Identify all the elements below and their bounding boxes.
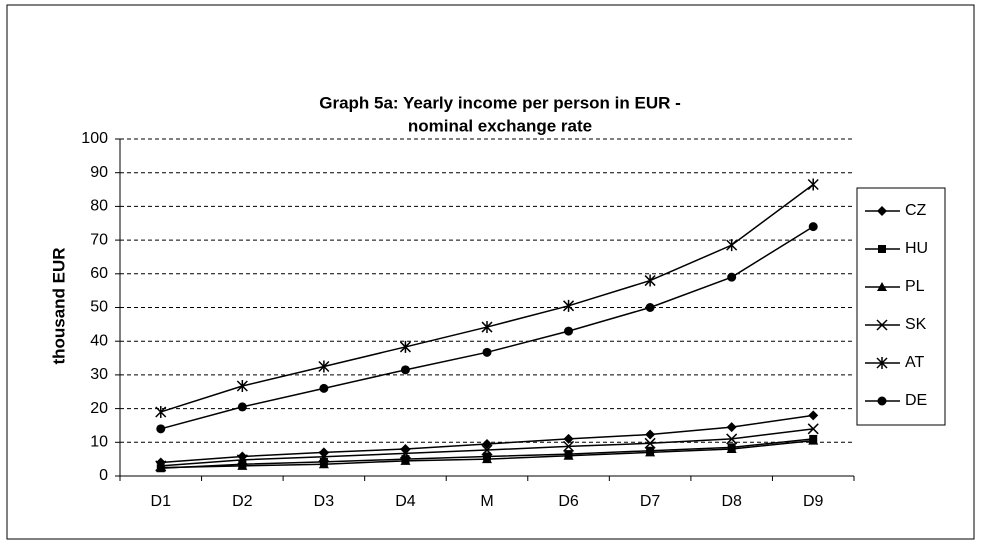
y-tick-label: 80: [90, 198, 108, 215]
y-tick-label: 70: [90, 231, 108, 248]
y-tick-label: 50: [90, 299, 108, 316]
marker: [645, 429, 656, 440]
marker: [237, 451, 248, 462]
marker: [237, 402, 247, 412]
marker: [807, 423, 819, 435]
marker: [237, 460, 248, 470]
marker: [807, 178, 819, 191]
marker: [877, 282, 887, 291]
marker: [808, 222, 818, 232]
marker: [563, 450, 574, 460]
marker: [156, 424, 166, 434]
chart-title: nominal exchange rate: [408, 116, 592, 135]
marker: [877, 206, 887, 216]
y-tick-label: 60: [90, 265, 108, 282]
marker: [645, 303, 655, 312]
marker: [644, 274, 656, 287]
legend-label: SK: [905, 316, 927, 333]
marker: [878, 245, 886, 253]
marker: [482, 438, 492, 449]
marker: [318, 459, 329, 469]
marker: [563, 299, 575, 312]
legend-label: HU: [905, 240, 928, 257]
marker: [877, 396, 887, 406]
marker: [564, 326, 574, 336]
marker: [236, 380, 248, 393]
y-tick-label: 40: [90, 332, 108, 349]
y-tick-label: 10: [90, 434, 108, 451]
legend: [856, 187, 946, 426]
y-tick-label: 100: [81, 130, 108, 147]
legend-label: PL: [905, 278, 925, 295]
marker: [482, 347, 492, 357]
marker: [236, 454, 248, 466]
marker: [644, 437, 656, 449]
marker: [400, 455, 411, 465]
marker: [482, 454, 492, 464]
marker: [399, 340, 411, 353]
marker: [876, 357, 888, 369]
y-tick-label: 0: [99, 467, 108, 484]
marker: [726, 422, 737, 433]
x-tick-label: D6: [558, 493, 579, 510]
marker: [876, 319, 888, 331]
legend-label: CZ: [905, 202, 927, 219]
legend-label: AT: [905, 354, 924, 371]
marker: [727, 272, 737, 282]
marker: [563, 440, 575, 452]
marker: [726, 444, 737, 454]
marker: [563, 433, 574, 444]
x-tick-label: D8: [721, 493, 742, 510]
x-tick-label: M: [480, 493, 493, 510]
chart-title: Graph 5a: Yearly income per person in EU…: [319, 93, 681, 112]
x-tick-label: D4: [395, 493, 416, 510]
y-tick-label: 30: [90, 366, 108, 383]
y-tick-label: 20: [90, 400, 108, 417]
marker: [481, 444, 493, 456]
x-tick-label: D1: [151, 493, 172, 510]
marker: [155, 460, 167, 472]
marker: [808, 435, 819, 445]
marker: [318, 360, 330, 373]
x-tick-label: D9: [803, 493, 824, 510]
marker: [645, 447, 656, 457]
marker: [400, 365, 410, 375]
marker: [318, 451, 330, 463]
marker: [726, 433, 738, 445]
legend-label: DE: [905, 392, 927, 409]
marker: [319, 383, 329, 393]
x-tick-label: D2: [232, 493, 253, 510]
marker: [399, 447, 411, 459]
x-tick-label: D7: [640, 493, 661, 510]
marker: [155, 405, 167, 418]
y-axis-label: thousand EUR: [49, 247, 68, 364]
y-tick-label: 90: [90, 164, 108, 181]
marker: [808, 410, 819, 421]
marker: [726, 239, 738, 252]
x-tick-label: D3: [314, 493, 335, 510]
marker: [481, 321, 493, 334]
